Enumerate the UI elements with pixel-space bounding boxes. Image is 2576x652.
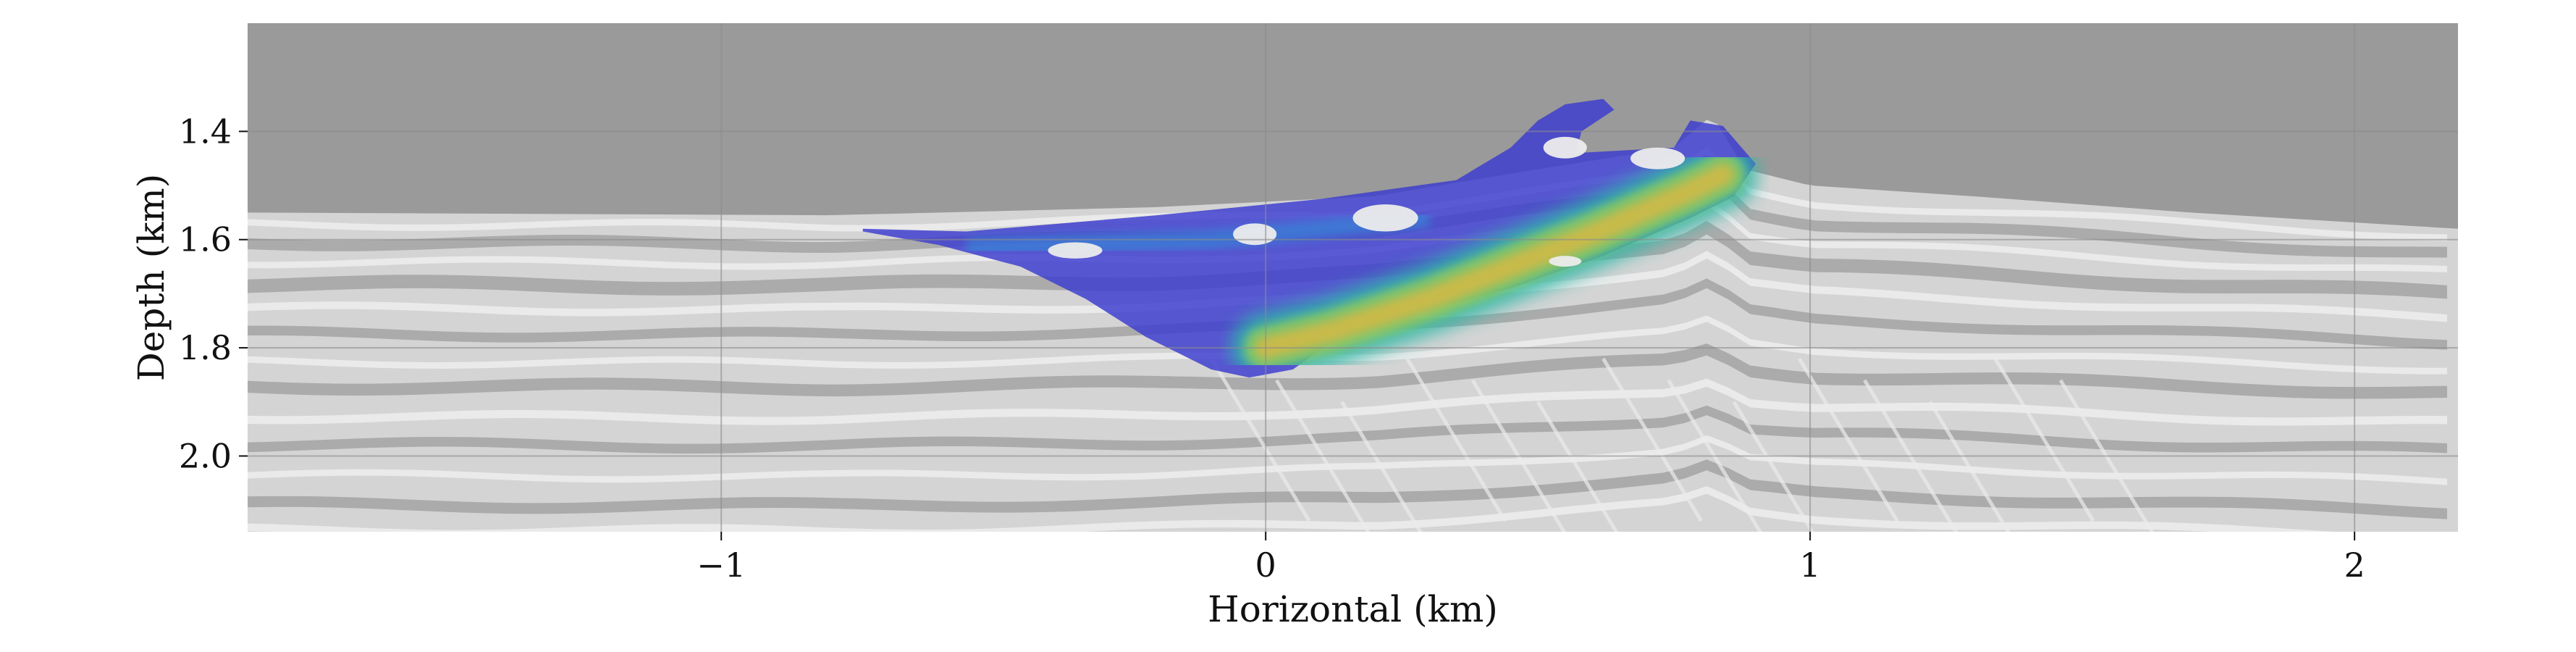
x-tick-label: 1	[1800, 546, 1821, 585]
fault-streak	[1667, 379, 1762, 532]
overlay-hole	[1233, 223, 1277, 246]
fault-streak	[1340, 401, 1423, 532]
overlay-hole	[1352, 204, 1418, 232]
x-tick-label: −1	[696, 546, 746, 585]
overlay-hole	[1549, 256, 1582, 267]
sediment-layer	[248, 170, 2447, 258]
fault-streak	[1470, 379, 1567, 532]
x-axis-ticks: −1 0 1 2	[696, 532, 2365, 585]
y-tick-label: 2.0	[179, 436, 232, 475]
sediment-layer	[248, 251, 2447, 322]
fault-streak	[1993, 357, 2095, 522]
overlay-hole	[1630, 147, 1685, 170]
sediment-layer	[248, 278, 2447, 350]
fault-streak	[1275, 379, 1371, 532]
sediment-layer	[248, 220, 2447, 299]
y-tick-label: 1.4	[179, 112, 232, 151]
sediment-layer	[248, 405, 2447, 454]
plot-area	[248, 23, 2458, 532]
sediment-layer	[248, 486, 2336, 532]
y-axis-label: Depth (km)	[130, 174, 172, 382]
overlay-hole	[1048, 242, 1103, 259]
fault-streak	[1601, 357, 1703, 522]
sediment-layer	[248, 435, 2447, 485]
update-overlay	[862, 99, 1758, 383]
x-tick-label: 0	[1255, 546, 1276, 585]
sediment-layer	[248, 378, 2447, 426]
y-tick-label: 1.6	[179, 220, 232, 259]
fault-streak	[1928, 401, 2011, 532]
fault-streak	[1209, 357, 1311, 522]
fault-streak	[1863, 379, 1958, 532]
sediment-layer	[248, 459, 2447, 519]
fault-streak	[1797, 357, 1899, 522]
fault-streak	[1732, 401, 1815, 532]
sediment-layer	[248, 198, 2447, 272]
sediment-layers	[248, 147, 2447, 532]
fault-streak	[2058, 379, 2155, 532]
sediment-layer	[248, 343, 2447, 399]
overlay-band-peak	[1255, 164, 1734, 359]
x-tick-label: 2	[2344, 546, 2365, 585]
sediment-layer	[248, 315, 2447, 375]
overlay-hole	[1543, 136, 1587, 159]
water-layer	[248, 23, 2458, 229]
fault-streak	[1405, 357, 1507, 522]
grid-lines	[248, 23, 2458, 532]
y-tick-label: 1.8	[179, 328, 232, 367]
x-axis-label: Horizontal (km)	[1208, 588, 1498, 630]
y-axis-ticks: 1.4 1.6 1.8 2.0	[179, 112, 248, 475]
fault-streak	[1536, 401, 1619, 532]
